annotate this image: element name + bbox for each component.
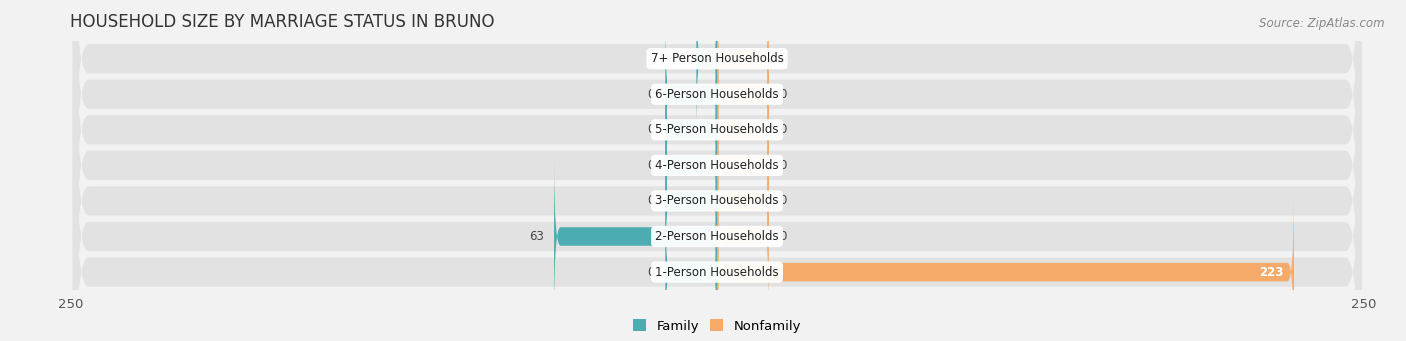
FancyBboxPatch shape bbox=[73, 0, 1361, 341]
FancyBboxPatch shape bbox=[717, 0, 769, 138]
FancyBboxPatch shape bbox=[73, 2, 1361, 341]
FancyBboxPatch shape bbox=[717, 86, 769, 245]
Text: 223: 223 bbox=[1260, 266, 1284, 279]
Text: 4-Person Households: 4-Person Households bbox=[655, 159, 779, 172]
FancyBboxPatch shape bbox=[696, 0, 717, 138]
Text: 63: 63 bbox=[529, 230, 544, 243]
Text: 0: 0 bbox=[648, 88, 655, 101]
Legend: Family, Nonfamily: Family, Nonfamily bbox=[627, 314, 807, 338]
Text: 0: 0 bbox=[779, 123, 786, 136]
FancyBboxPatch shape bbox=[73, 38, 1361, 341]
Text: HOUSEHOLD SIZE BY MARRIAGE STATUS IN BRUNO: HOUSEHOLD SIZE BY MARRIAGE STATUS IN BRU… bbox=[70, 13, 495, 31]
FancyBboxPatch shape bbox=[717, 192, 1294, 341]
Text: 6-Person Households: 6-Person Households bbox=[655, 88, 779, 101]
Text: 0: 0 bbox=[779, 159, 786, 172]
Text: 0: 0 bbox=[779, 52, 786, 65]
FancyBboxPatch shape bbox=[665, 121, 717, 281]
FancyBboxPatch shape bbox=[73, 0, 1361, 257]
Text: 3-Person Households: 3-Person Households bbox=[655, 194, 779, 207]
FancyBboxPatch shape bbox=[717, 121, 769, 281]
Text: 5-Person Households: 5-Person Households bbox=[655, 123, 779, 136]
FancyBboxPatch shape bbox=[717, 157, 769, 316]
Text: 0: 0 bbox=[779, 194, 786, 207]
FancyBboxPatch shape bbox=[73, 0, 1361, 293]
Text: 0: 0 bbox=[779, 230, 786, 243]
FancyBboxPatch shape bbox=[665, 15, 717, 174]
Text: 0: 0 bbox=[648, 266, 655, 279]
FancyBboxPatch shape bbox=[665, 192, 717, 341]
FancyBboxPatch shape bbox=[73, 0, 1361, 329]
FancyBboxPatch shape bbox=[73, 73, 1361, 341]
Text: 7+ Person Households: 7+ Person Households bbox=[651, 52, 783, 65]
Text: 0: 0 bbox=[648, 159, 655, 172]
FancyBboxPatch shape bbox=[665, 50, 717, 209]
Text: 0: 0 bbox=[648, 123, 655, 136]
FancyBboxPatch shape bbox=[717, 50, 769, 209]
Text: 2-Person Households: 2-Person Households bbox=[655, 230, 779, 243]
FancyBboxPatch shape bbox=[665, 86, 717, 245]
Text: 0: 0 bbox=[648, 194, 655, 207]
FancyBboxPatch shape bbox=[554, 157, 717, 316]
Text: 1-Person Households: 1-Person Households bbox=[655, 266, 779, 279]
FancyBboxPatch shape bbox=[717, 15, 769, 174]
Text: 0: 0 bbox=[779, 88, 786, 101]
Text: Source: ZipAtlas.com: Source: ZipAtlas.com bbox=[1260, 17, 1385, 30]
Text: 8: 8 bbox=[679, 52, 686, 65]
